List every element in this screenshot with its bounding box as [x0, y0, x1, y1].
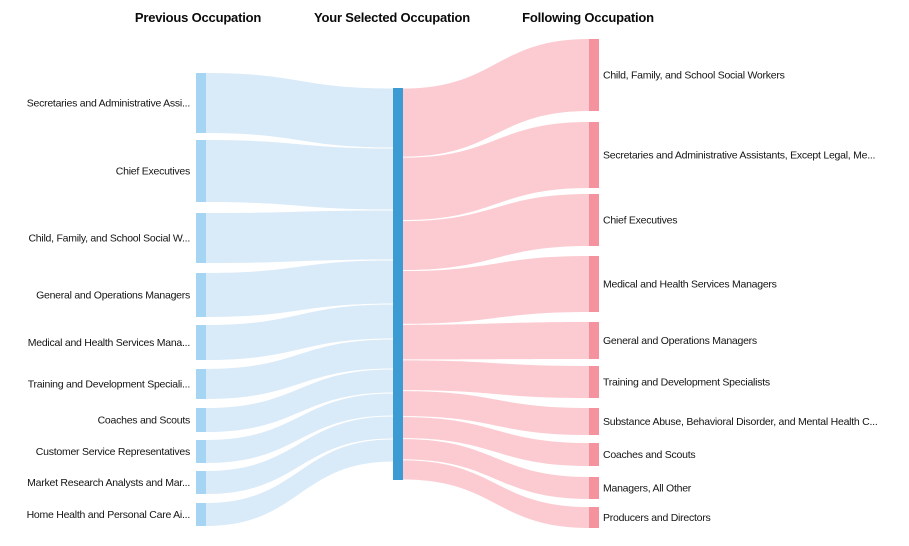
previous-node-label-8: Market Research Analysts and Mar...	[27, 477, 190, 489]
previous-node-label-0: Secretaries and Administrative Assi...	[27, 98, 190, 110]
previous-node-8[interactable]	[196, 471, 206, 494]
following-node-label-2: Chief Executives	[603, 215, 677, 227]
previous-node-7[interactable]	[196, 440, 206, 463]
previous-flow-8[interactable]	[206, 416, 393, 495]
column-header-previous-occupation: Previous Occupation	[134, 10, 262, 25]
previous-node-label-3: General and Operations Managers	[36, 290, 190, 302]
following-node-3[interactable]	[589, 256, 599, 312]
following-flow-1[interactable]	[403, 122, 589, 221]
following-flow-3[interactable]	[403, 256, 589, 324]
following-flow-0[interactable]	[403, 39, 589, 157]
previous-node-label-7: Customer Service Representatives	[36, 446, 190, 458]
previous-flow-5[interactable]	[206, 339, 393, 400]
following-node-7[interactable]	[589, 443, 599, 466]
previous-node-4[interactable]	[196, 325, 206, 360]
following-flow-2[interactable]	[403, 194, 589, 271]
previous-flow-6[interactable]	[206, 369, 393, 433]
previous-node-label-4: Medical and Health Services Mana...	[28, 337, 190, 349]
following-node-label-7: Coaches and Scouts	[603, 449, 695, 461]
previous-node-label-5: Training and Development Speciali...	[28, 379, 190, 391]
previous-node-label-1: Chief Executives	[116, 166, 190, 178]
previous-node-label-9: Home Health and Personal Care Ai...	[27, 509, 190, 521]
following-node-label-0: Child, Family, and School Social Workers	[603, 70, 785, 82]
following-node-label-5: Training and Development Specialists	[603, 377, 770, 389]
column-header-selected-occupation: Your Selected Occupation	[313, 10, 471, 25]
previous-node-label-2: Child, Family, and School Social W...	[28, 233, 190, 245]
following-node-5[interactable]	[589, 366, 599, 398]
following-flow-9[interactable]	[403, 460, 589, 528]
following-node-label-6: Substance Abuse, Behavioral Disorder, an…	[603, 416, 878, 428]
following-node-label-8: Managers, All Other	[603, 483, 692, 495]
following-node-label-9: Producers and Directors	[603, 512, 710, 524]
following-node-9[interactable]	[589, 507, 599, 528]
previous-flow-2[interactable]	[206, 210, 393, 264]
following-flow-8[interactable]	[403, 439, 589, 499]
following-node-label-4: General and Operations Managers	[603, 335, 757, 347]
following-node-0[interactable]	[589, 39, 599, 111]
following-node-1[interactable]	[589, 122, 599, 188]
following-node-6[interactable]	[589, 408, 599, 435]
previous-node-1[interactable]	[196, 140, 206, 202]
following-node-2[interactable]	[589, 194, 599, 246]
column-header-following-occupation: Following Occupation	[522, 10, 654, 25]
following-flow-7[interactable]	[403, 417, 589, 466]
following-flow-4[interactable]	[403, 322, 589, 360]
previous-flow-4[interactable]	[206, 304, 393, 361]
previous-flow-0[interactable]	[206, 73, 393, 148]
previous-node-label-6: Coaches and Scouts	[98, 415, 190, 427]
previous-flow-3[interactable]	[206, 260, 393, 318]
previous-flow-9[interactable]	[206, 439, 393, 527]
previous-node-3[interactable]	[196, 273, 206, 317]
previous-node-6[interactable]	[196, 408, 206, 432]
following-node-8[interactable]	[589, 477, 599, 499]
previous-flow-7[interactable]	[206, 393, 393, 464]
following-node-label-3: Medical and Health Services Managers	[603, 279, 777, 291]
following-node-4[interactable]	[589, 322, 599, 359]
following-flow-6[interactable]	[403, 391, 589, 435]
previous-node-0[interactable]	[196, 73, 206, 133]
previous-node-2[interactable]	[196, 213, 206, 263]
selected-occupation-node[interactable]	[393, 88, 403, 480]
previous-node-5[interactable]	[196, 369, 206, 399]
previous-node-9[interactable]	[196, 503, 206, 526]
previous-flow-1[interactable]	[206, 140, 393, 210]
following-flow-5[interactable]	[403, 360, 589, 398]
following-node-label-1: Secretaries and Administrative Assistant…	[603, 150, 875, 162]
